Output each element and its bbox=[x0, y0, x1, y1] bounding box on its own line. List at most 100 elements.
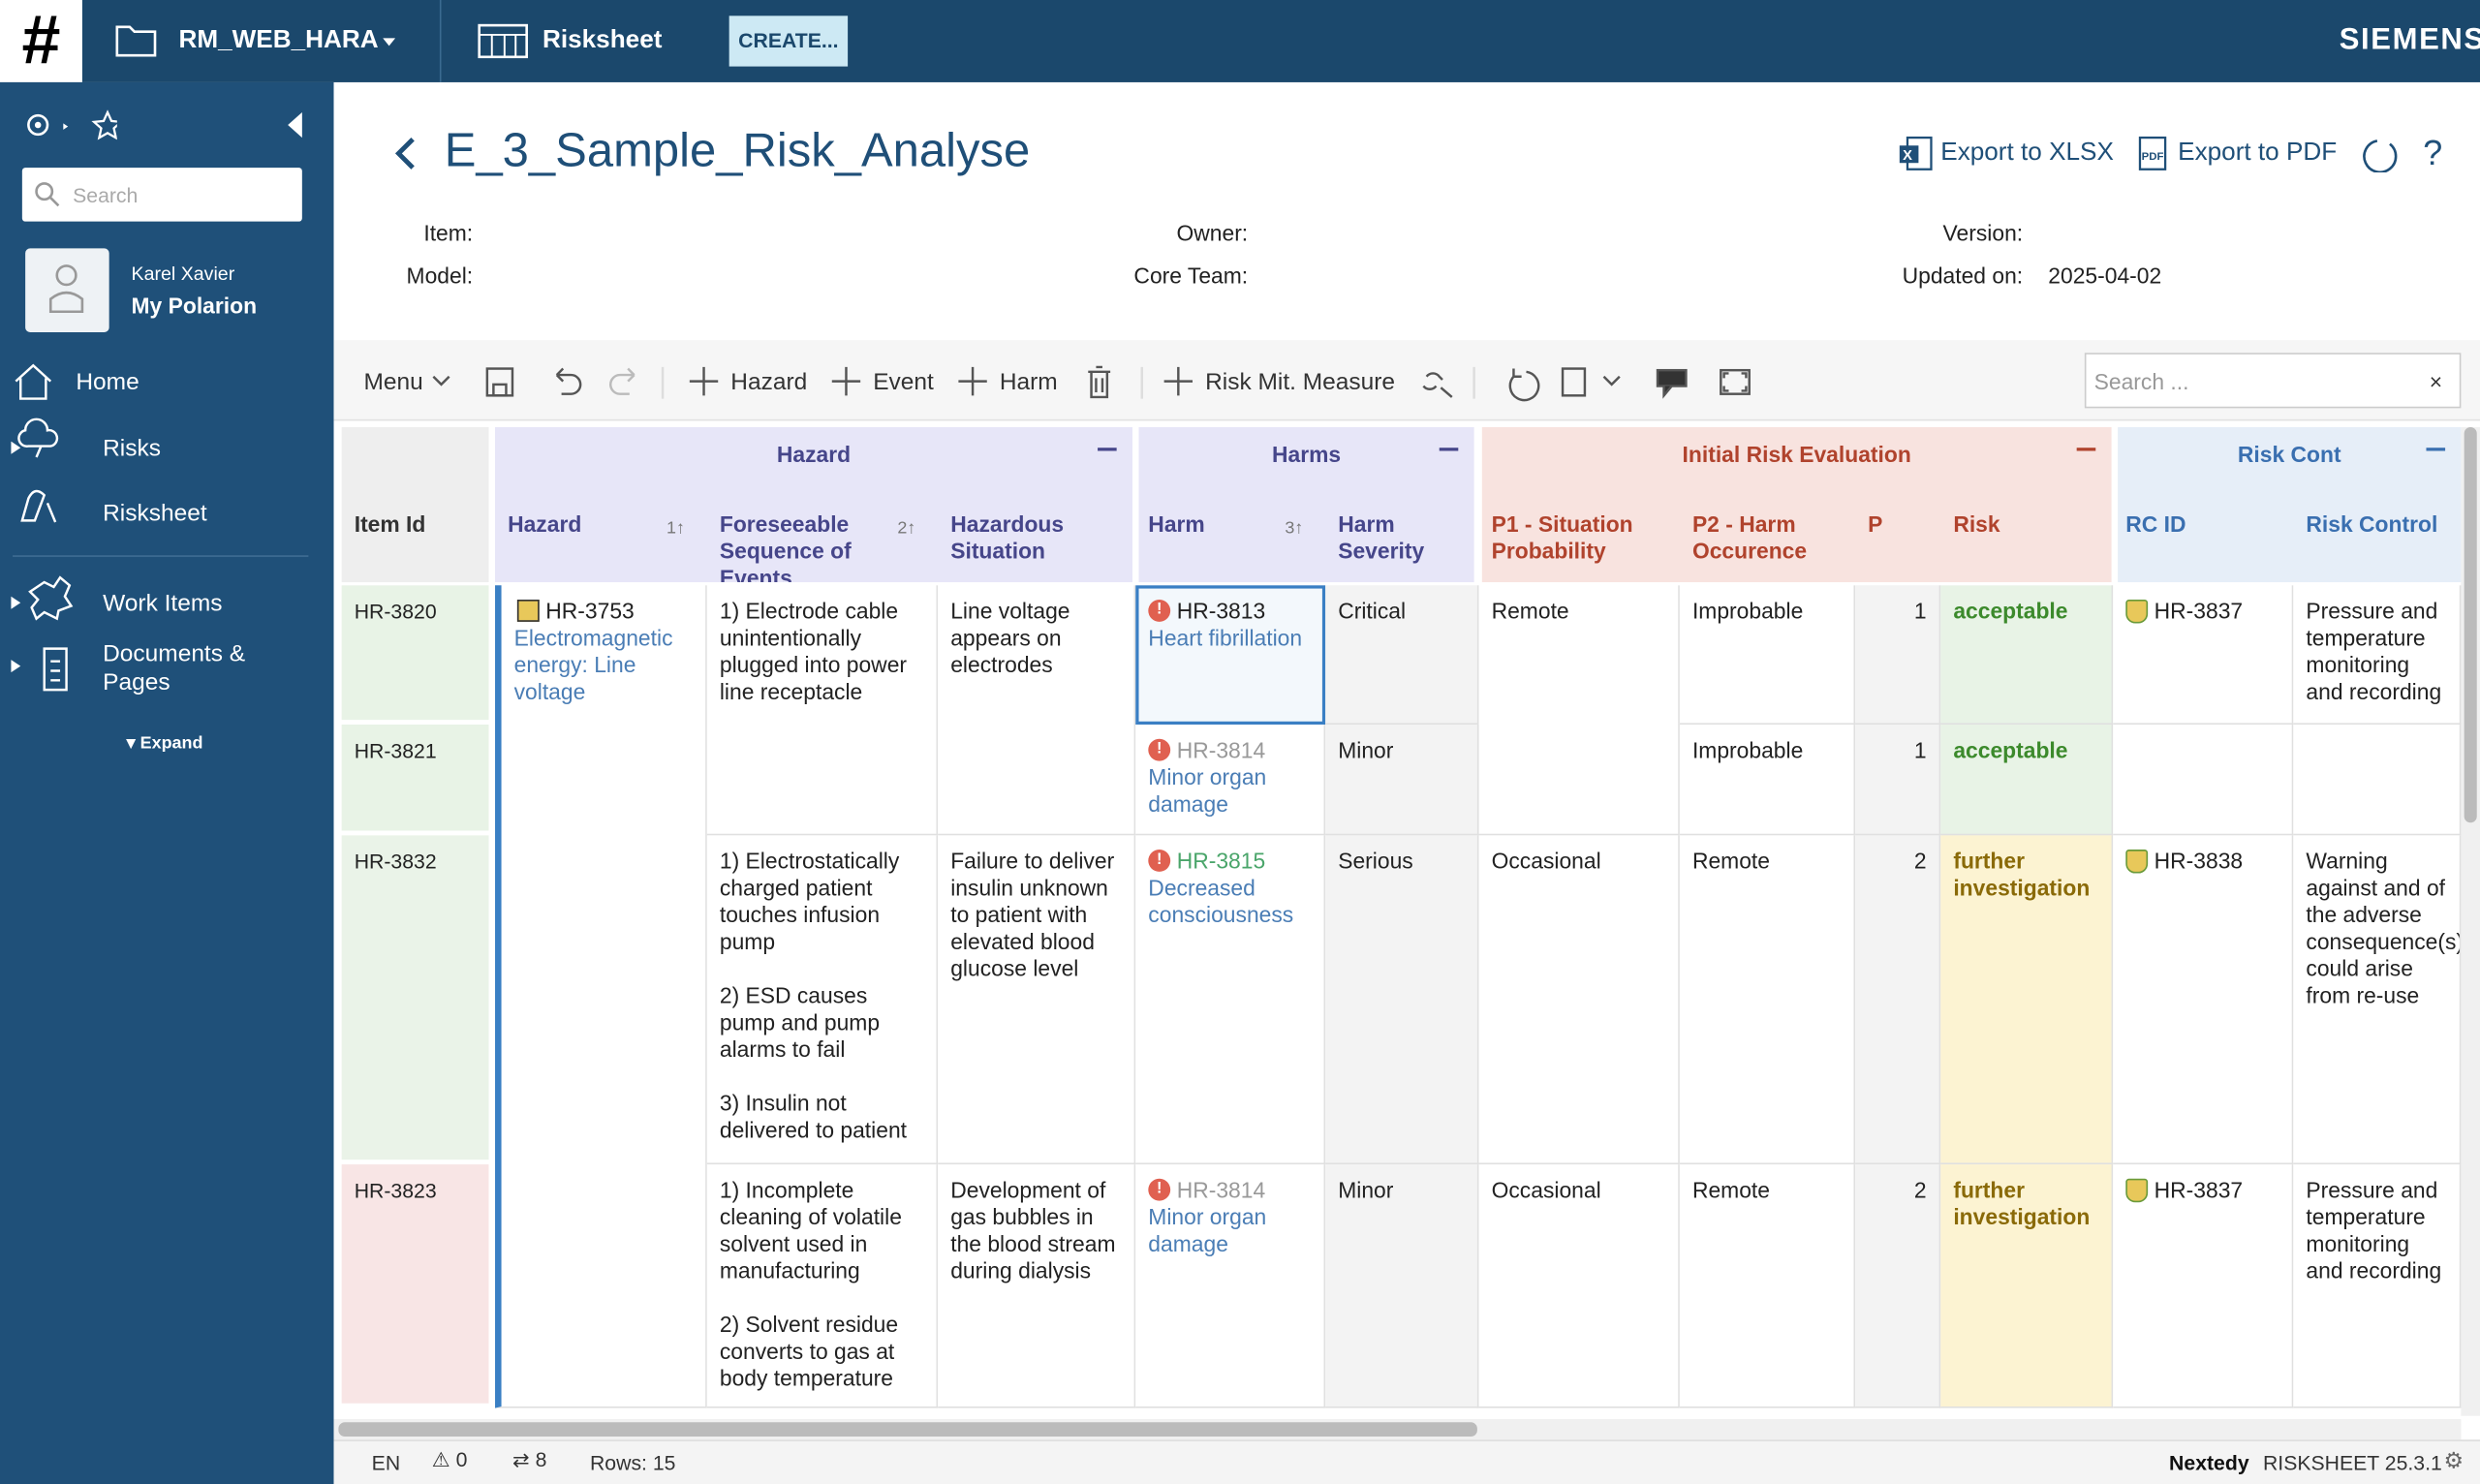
sort-indicator: 1↑ bbox=[666, 518, 685, 539]
field-value: 2025-04-02 bbox=[2048, 263, 2162, 289]
rc-id: HR-3838 bbox=[2125, 848, 2243, 874]
harm-cell: HR-3813! Heart fibrillation bbox=[1135, 585, 1326, 726]
nav-home[interactable]: Home bbox=[76, 368, 140, 396]
item-id: HR-3821 bbox=[341, 725, 489, 831]
grid-search[interactable] bbox=[2084, 353, 2462, 409]
v-scrollbar[interactable] bbox=[2461, 426, 2480, 1416]
column-header: Harm Severity bbox=[1338, 510, 1425, 564]
separator bbox=[13, 555, 309, 557]
collapse-group bbox=[1439, 448, 1459, 451]
item-id: HR-3820 bbox=[341, 585, 489, 721]
links[interactable]: ⇄ 8 bbox=[512, 1447, 547, 1471]
language[interactable]: EN bbox=[371, 1450, 401, 1475]
warnings[interactable]: ⚠ 0 bbox=[431, 1447, 468, 1471]
group-header: Risk Cont bbox=[2118, 426, 2462, 583]
cell: Remote bbox=[1478, 585, 1680, 836]
risk-cell: acceptable bbox=[1940, 725, 2114, 836]
nav-risksheet[interactable]: Risksheet bbox=[103, 500, 207, 527]
rc-id: HR-3837 bbox=[2125, 598, 2243, 624]
rc-cell: HR-3837 bbox=[2113, 585, 2294, 726]
collapse-group bbox=[1098, 448, 1117, 451]
cell: Warning against and of the adverse conse… bbox=[2293, 835, 2462, 1165]
toolbar-icons[interactable] bbox=[430, 364, 1758, 402]
group-title: Hazard bbox=[776, 441, 852, 467]
refresh-help[interactable]: ? bbox=[2358, 135, 2453, 173]
sort-indicator: 2↑ bbox=[897, 518, 916, 539]
field-label: Owner: bbox=[1176, 220, 1249, 246]
p-cell: 2 bbox=[1855, 1164, 1941, 1408]
cell: Remote bbox=[1679, 1164, 1856, 1408]
logo[interactable]: # bbox=[0, 0, 82, 82]
risk-cell: acceptable bbox=[1940, 585, 2114, 726]
collapse-group bbox=[2076, 448, 2096, 451]
group-header: Initial Risk Evaluation bbox=[1481, 426, 2112, 583]
back-icon[interactable] bbox=[394, 136, 417, 170]
harm-link: Minor organ damage bbox=[1148, 1203, 1273, 1256]
group-title: Risk Cont bbox=[2237, 441, 2341, 467]
field-label: Version: bbox=[1942, 220, 2024, 246]
app-name[interactable]: Risksheet bbox=[542, 26, 663, 54]
export-pdf[interactable]: Export to PDF bbox=[2178, 139, 2338, 167]
harm-cell: HR-3815! Decreased consciousness bbox=[1135, 835, 1326, 1165]
expand-text[interactable]: Expand bbox=[140, 733, 203, 754]
field-label: Core Team: bbox=[1133, 263, 1249, 289]
project-name[interactable]: RM_WEB_HARA bbox=[178, 26, 379, 54]
h-scrollbar[interactable] bbox=[333, 1419, 2462, 1440]
group-header: Hazard bbox=[495, 426, 1132, 583]
sidebar-search[interactable] bbox=[21, 168, 302, 222]
add-harm[interactable]: Harm bbox=[999, 368, 1058, 396]
clear-search[interactable]: × bbox=[2429, 368, 2443, 394]
harm-icon: ! bbox=[1148, 1178, 1171, 1201]
expand-link[interactable]: ▾ Expand bbox=[126, 733, 203, 754]
add-event[interactable]: Event bbox=[873, 368, 934, 396]
cell: Occasional bbox=[1478, 1164, 1680, 1408]
svg-text:?: ? bbox=[2423, 135, 2442, 172]
harm-id: HR-3814! bbox=[1148, 737, 1265, 762]
add-hazard[interactable]: Hazard bbox=[730, 368, 808, 396]
column-header: Risk bbox=[1953, 510, 2000, 537]
export-xlsx[interactable]: Export to XLSX bbox=[1940, 139, 2114, 167]
folder-icon bbox=[115, 25, 157, 57]
status-settings[interactable]: ⚙ bbox=[2443, 1447, 2464, 1473]
column-header: Item Id bbox=[354, 510, 426, 537]
link-count: 8 bbox=[535, 1447, 547, 1471]
harm-id: HR-3813! bbox=[1148, 598, 1265, 624]
rc-cell: HR-3837 bbox=[2113, 1164, 2294, 1408]
user-link[interactable]: My Polarion bbox=[131, 293, 258, 319]
rc-id: HR-3837 bbox=[2125, 1177, 2243, 1203]
nav-risks[interactable]: Risks bbox=[103, 435, 161, 462]
column-header: P bbox=[1868, 510, 1883, 537]
xlsx-icon: X bbox=[1899, 136, 1933, 170]
search-icon bbox=[35, 182, 60, 207]
column-header: P2 - Harm Occurence bbox=[1691, 510, 1808, 564]
column-header: P1 - Situation Probability bbox=[1491, 510, 1633, 564]
separator bbox=[439, 0, 442, 82]
cell: Failure to deliver insulin unknown to pa… bbox=[938, 835, 1136, 1165]
expand-arrows[interactable] bbox=[10, 441, 22, 679]
hazard-cell: HR-3753 Electromagnetic energy: Line volt… bbox=[495, 585, 707, 1408]
vendor: Nextedy bbox=[2169, 1450, 2249, 1475]
risk-cell: further investigation bbox=[1940, 1164, 2114, 1408]
nav-documents[interactable]: Documents & Pages bbox=[103, 640, 246, 696]
menu-button[interactable]: Menu bbox=[363, 368, 423, 396]
risksheet-icon bbox=[478, 23, 528, 59]
avatar[interactable] bbox=[25, 248, 109, 332]
harm-icon: ! bbox=[1148, 600, 1171, 622]
nav-work-items[interactable]: Work Items bbox=[103, 590, 223, 617]
group-header: Harms bbox=[1138, 426, 1474, 583]
settings-icons[interactable] bbox=[22, 109, 117, 141]
cell: Occasional bbox=[1478, 835, 1680, 1165]
add-measure[interactable]: Risk Mit. Measure bbox=[1205, 368, 1396, 396]
dropdown-arrow bbox=[383, 38, 396, 46]
create-button[interactable]: CREATE... bbox=[728, 15, 849, 67]
collapse-icon[interactable] bbox=[287, 111, 306, 139]
cell: Improbable bbox=[1679, 585, 1856, 726]
p-cell: 1 bbox=[1855, 725, 1941, 836]
cell: Line voltage appears on electrodes bbox=[938, 585, 1136, 836]
top-bar bbox=[0, 0, 2480, 82]
grid-search-placeholder: Search ... bbox=[2093, 368, 2189, 394]
cell: Pressure and temperature monitoring and … bbox=[2293, 1164, 2462, 1408]
harm-cell: HR-3814! Minor organ damage bbox=[1135, 1164, 1326, 1408]
risk-cell: further investigation bbox=[1940, 835, 2114, 1165]
